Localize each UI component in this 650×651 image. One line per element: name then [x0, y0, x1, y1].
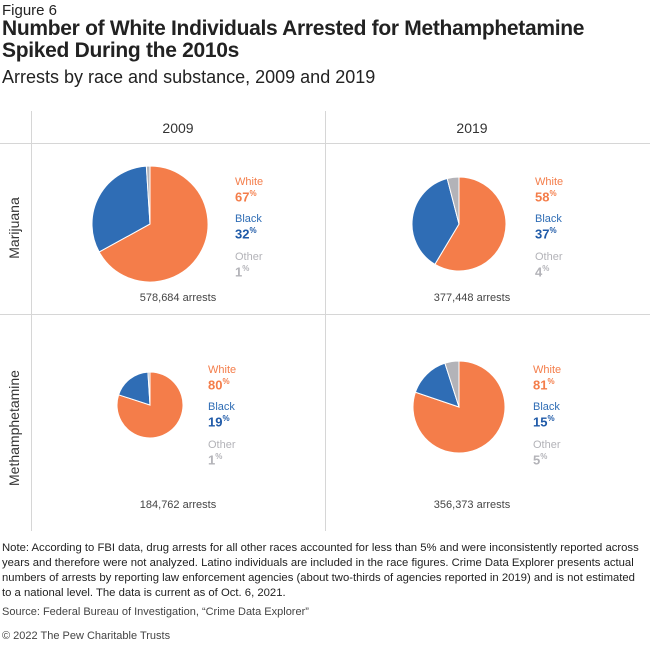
unit-label: %: [222, 414, 230, 424]
pie-slice-black: [411, 177, 460, 266]
data-label: 37: [535, 226, 550, 242]
legend-label-other: Other: [208, 438, 236, 451]
legend-label-white: White: [208, 364, 237, 376]
data-label: 1: [235, 263, 243, 279]
legend-value-black: 37%: [535, 225, 563, 240]
unit-label: %: [540, 451, 548, 461]
unit-label: %: [542, 263, 550, 273]
pie-legend: White 67% Black 32% Other 1%: [235, 176, 263, 288]
data-label: 1: [208, 451, 216, 467]
pie-slice-other: [147, 371, 151, 406]
data-label: 67: [235, 189, 250, 205]
pie-legend: White 81% Black 15% Other 5%: [533, 364, 561, 476]
source: Source: Federal Bureau of Investigation,…: [2, 606, 309, 618]
legend-value-other: 4%: [535, 263, 563, 278]
legend-label-white: White: [235, 176, 264, 188]
unit-label: %: [215, 451, 223, 461]
grid-line: [31, 111, 32, 531]
unit-label: %: [249, 189, 257, 198]
unit-label: %: [249, 226, 257, 236]
legend-value-black: 19%: [208, 413, 236, 428]
chart-title: Number of White Individuals Arrested for…: [2, 17, 585, 62]
data-label: 80: [208, 377, 223, 393]
column-header-2009: 2009: [162, 120, 194, 136]
pie-slice-black: [91, 165, 151, 253]
unit-label: %: [222, 377, 230, 386]
data-label: 32: [235, 226, 250, 242]
legend-value-other: 1%: [235, 263, 263, 278]
arrest-total: 377,448 arrests: [433, 292, 511, 304]
legend-value-white: 81%: [533, 376, 561, 391]
unit-label: %: [547, 414, 555, 424]
legend-value-white: 58%: [535, 188, 563, 203]
pie-slice-other: [145, 165, 151, 225]
pie-legend: White 80% Black 19% Other 1%: [208, 364, 236, 476]
grid-line: [0, 314, 650, 315]
data-label: 81: [533, 377, 548, 393]
legend-label-white: White: [533, 364, 562, 376]
unit-label: %: [549, 189, 557, 198]
grid-line: [325, 111, 326, 531]
legend-label-black: Black: [235, 213, 262, 226]
pie-legend: White 58% Black 37% Other 4%: [535, 176, 563, 288]
legend-label-other: Other: [535, 250, 563, 263]
legend-value-other: 5%: [533, 451, 561, 466]
legend-value-black: 15%: [533, 413, 561, 428]
unit-label: %: [547, 377, 555, 386]
arrest-total: 184,762 arrests: [139, 499, 217, 511]
legend-label-other: Other: [235, 250, 263, 263]
pie-slice-black: [117, 371, 151, 406]
legend-label-other: Other: [533, 438, 561, 451]
copyright: © 2022 The Pew Charitable Trusts: [2, 630, 171, 642]
arrest-total: 578,684 arrests: [139, 292, 217, 304]
data-label: 15: [533, 414, 548, 430]
pie-slice-other: [446, 176, 460, 225]
grid-line: [0, 143, 650, 144]
legend-label-black: Black: [533, 401, 560, 414]
arrest-total: 356,373 arrests: [433, 499, 511, 511]
pie-slice-white: [98, 165, 209, 283]
legend-value-black: 32%: [235, 225, 263, 240]
pie-slice-white: [434, 176, 507, 272]
pie-slice-other: [444, 360, 460, 408]
figure-label: Figure 6: [2, 2, 58, 19]
column-header-2019: 2019: [456, 120, 488, 136]
data-label: 19: [208, 414, 223, 430]
legend-value-white: 80%: [208, 376, 236, 391]
legend-label-black: Black: [535, 213, 562, 226]
data-label: 58: [535, 189, 550, 205]
unit-label: %: [242, 263, 250, 273]
legend-value-white: 67%: [235, 188, 263, 203]
note: Note: According to FBI data, drug arrest…: [2, 542, 639, 599]
chart-subtitle: Arrests by race and substance, 2009 and …: [2, 67, 376, 87]
legend-value-other: 1%: [208, 451, 236, 466]
legend-label-white: White: [535, 176, 564, 188]
legend-label-black: Black: [208, 401, 235, 414]
unit-label: %: [549, 226, 557, 236]
data-label: 5: [533, 451, 541, 467]
data-label: 4: [535, 263, 543, 279]
